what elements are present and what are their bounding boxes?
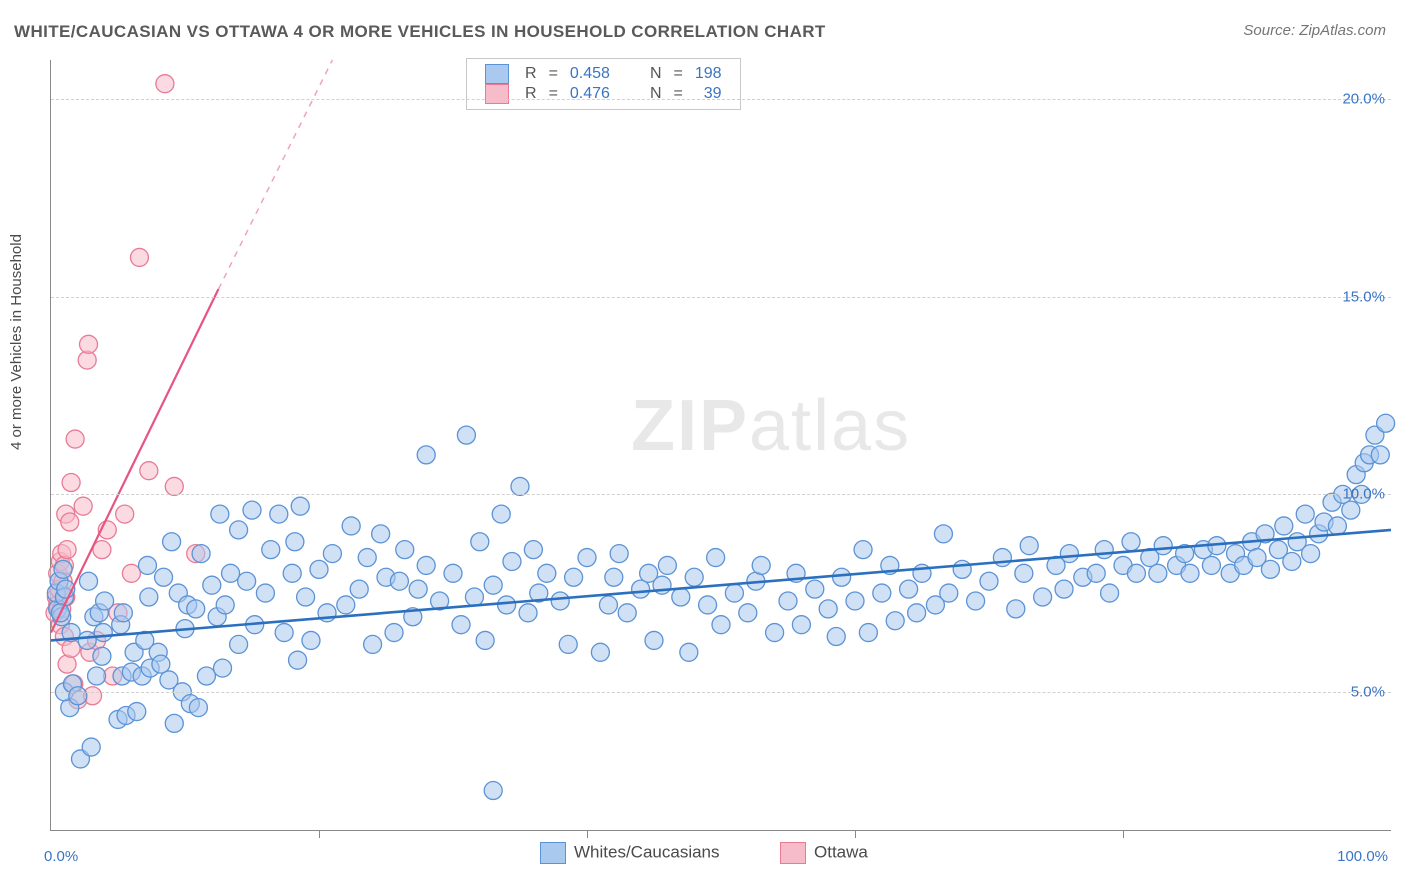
y-axis-label: 4 or more Vehicles in Household	[8, 234, 25, 450]
legend-label-pink: Ottawa	[814, 842, 868, 861]
eq: =	[668, 64, 689, 84]
y-tick-label: 10.0%	[1342, 486, 1385, 503]
source-attribution: Source: ZipAtlas.com	[1243, 22, 1386, 39]
eq: =	[543, 84, 564, 104]
legend-label-blue: Whites/Caucasians	[574, 842, 720, 861]
legend-bottom-blue: Whites/Caucasians	[540, 842, 720, 864]
source-prefix: Source:	[1243, 22, 1299, 39]
chart-title: WHITE/CAUCASIAN VS OTTAWA 4 OR MORE VEHI…	[14, 22, 826, 42]
swatch-pink	[485, 84, 509, 104]
stats-legend-table: R = 0.458 N = 198 R = 0.476 N = 39	[479, 64, 728, 104]
n-value-pink: 39	[689, 84, 728, 104]
y-tick-label: 15.0%	[1342, 288, 1385, 305]
legend-bottom-pink: Ottawa	[780, 842, 868, 864]
x-tick-label-min: 0.0%	[44, 848, 78, 865]
n-label: N	[644, 64, 668, 84]
n-value-blue: 198	[689, 64, 728, 84]
r-value-blue: 0.458	[564, 64, 616, 84]
y-tick-label: 5.0%	[1351, 683, 1385, 700]
source-name: ZipAtlas.com	[1299, 22, 1386, 39]
swatch-blue	[540, 842, 566, 864]
chart-svg	[51, 60, 1391, 830]
eq: =	[543, 64, 564, 84]
eq: =	[668, 84, 689, 104]
x-tick-label-max: 100.0%	[1337, 848, 1388, 865]
r-value-pink: 0.476	[564, 84, 616, 104]
swatch-blue	[485, 64, 509, 84]
r-label: R	[519, 64, 543, 84]
plot-area: ZIPatlas R = 0.458 N = 198 R = 0	[50, 60, 1391, 831]
stats-row-pink: R = 0.476 N = 39	[479, 84, 728, 104]
y-tick-label: 20.0%	[1342, 91, 1385, 108]
stats-row-blue: R = 0.458 N = 198	[479, 64, 728, 84]
n-label: N	[644, 84, 668, 104]
stats-legend-box: R = 0.458 N = 198 R = 0.476 N = 39	[466, 58, 741, 110]
chart-container: WHITE/CAUCASIAN VS OTTAWA 4 OR MORE VEHI…	[0, 0, 1406, 892]
swatch-pink	[780, 842, 806, 864]
r-label: R	[519, 84, 543, 104]
